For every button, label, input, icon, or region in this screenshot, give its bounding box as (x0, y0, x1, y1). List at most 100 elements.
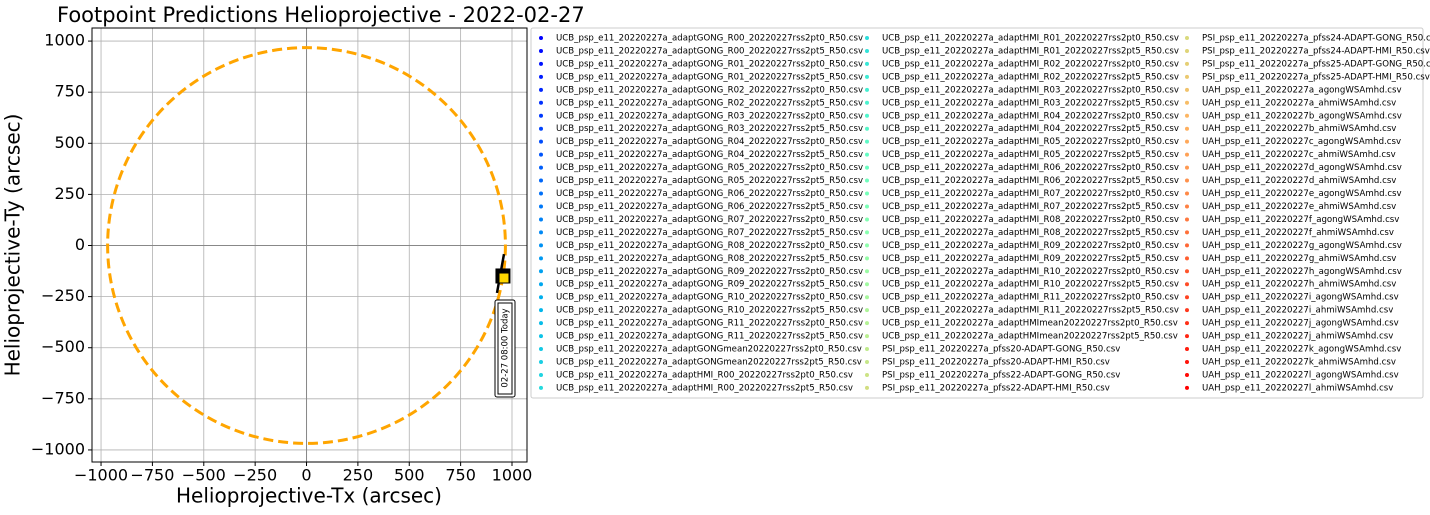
x-tick-label: 0 (301, 466, 311, 485)
legend-marker (865, 217, 869, 222)
legend-marker (539, 334, 543, 339)
legend-label: UAH_psp_e11_20220227h_agongWSAmhd.csv (1202, 267, 1402, 277)
legend-label: UCB_psp_e11_20220227a_adaptHMI_R10_20220… (882, 267, 1179, 277)
chart-title: Footpoint Predictions Helioprojective - … (57, 3, 585, 27)
legend-marker (539, 385, 543, 390)
legend-label: UCB_psp_e11_20220227a_adaptGONG_R09_2022… (556, 267, 863, 277)
legend-marker (1185, 269, 1189, 274)
legend-label: UAH_psp_e11_20220227l_ahmiWSAmhd.csv (1202, 383, 1393, 393)
legend-marker (1185, 74, 1189, 79)
legend-marker (1185, 360, 1189, 364)
legend-marker (539, 61, 543, 66)
legend-marker (865, 139, 869, 144)
legend-marker (865, 61, 869, 66)
legend-label: PSI_psp_e11_20220227a_pfss22-ADAPT-GONG_… (882, 370, 1120, 380)
x-tick-label: −750 (130, 466, 174, 485)
legend-marker (539, 372, 543, 377)
legend-marker (1185, 385, 1189, 390)
legend-marker (1185, 113, 1189, 118)
y-tick-label: −500 (41, 337, 85, 356)
legend-label: UAH_psp_e11_20220227i_agongWSAmhd.csv (1202, 293, 1399, 303)
legend-marker (865, 100, 869, 105)
legend-marker (1185, 165, 1189, 170)
legend-label: UCB_psp_e11_20220227a_adaptGONG_R01_2022… (556, 59, 863, 69)
legend-label: UCB_psp_e11_20220227a_adaptGONG_R05_2022… (556, 163, 863, 173)
legend-marker (539, 165, 543, 170)
legend-label: UAH_psp_e11_20220227a_agongWSAmhd.csv (1202, 85, 1402, 95)
legend-marker (865, 230, 869, 235)
legend-label: UAH_psp_e11_20220227i_ahmiWSAmhd.csv (1202, 306, 1393, 316)
legend-marker (865, 360, 869, 364)
legend-label: UCB_psp_e11_20220227a_adaptGONGmean20220… (556, 358, 862, 368)
legend-marker (865, 152, 869, 157)
legend-marker (865, 243, 869, 248)
legend-label: UCB_psp_e11_20220227a_adaptGONG_R10_2022… (556, 293, 863, 303)
y-tick-label: 250 (54, 184, 85, 203)
legend-label: UAH_psp_e11_20220227c_ahmiWSAmhd.csv (1202, 150, 1396, 160)
legend-label: UAH_psp_e11_20220227g_ahmiWSAmhd.csv (1202, 254, 1396, 264)
annotation-text: 02-27 08:00 Today (501, 308, 511, 387)
x-tick-label: 500 (394, 466, 425, 485)
legend-label: UCB_psp_e11_20220227a_adaptGONG_R07_2022… (556, 215, 863, 225)
legend-label: PSI_psp_e11_20220227a_pfss24-ADAPT-HMI_R… (1202, 46, 1430, 56)
legend-marker (539, 204, 543, 209)
legend-marker (865, 126, 869, 131)
legend-label: UCB_psp_e11_20220227a_adaptGONG_R06_2022… (556, 202, 863, 212)
legend-label: UCB_psp_e11_20220227a_adaptHMI_R04_20220… (882, 111, 1179, 121)
legend-marker (865, 334, 869, 339)
legend-label: UCB_psp_e11_20220227a_adaptGONG_R01_2022… (556, 72, 863, 82)
legend-marker (539, 36, 543, 40)
legend-marker (539, 87, 543, 92)
legend-label: UAH_psp_e11_20220227f_ahmiWSAmhd.csv (1202, 228, 1394, 238)
legend-marker (865, 36, 869, 40)
legend-marker (865, 308, 869, 313)
legend-label: UCB_psp_e11_20220227a_adaptGONG_R03_2022… (556, 124, 863, 134)
legend-label: UCB_psp_e11_20220227a_adaptGONGmean20220… (556, 345, 862, 355)
legend-marker (539, 113, 543, 118)
legend-label: UCB_psp_e11_20220227a_adaptGONG_R11_2022… (556, 319, 863, 329)
legend-label: UCB_psp_e11_20220227a_adaptHMImean202202… (882, 332, 1178, 342)
legend-label: PSI_psp_e11_20220227a_pfss25-ADAPT-HMI_R… (1202, 72, 1430, 82)
legend-label: UCB_psp_e11_20220227a_adaptGONG_R02_2022… (556, 85, 863, 95)
legend-marker (1185, 48, 1189, 53)
legend-label: PSI_psp_e11_20220227a_pfss22-ADAPT-HMI_R… (882, 383, 1110, 393)
legend-label: PSI_psp_e11_20220227a_pfss25-ADAPT-GONG_… (1202, 59, 1430, 69)
legend-label: UCB_psp_e11_20220227a_adaptGONG_R09_2022… (556, 280, 863, 290)
legend-marker (865, 87, 869, 92)
legend-marker (865, 256, 869, 261)
legend-label: UCB_psp_e11_20220227a_adaptHMI_R02_20220… (882, 59, 1179, 69)
legend-marker (539, 139, 543, 144)
legend-label: UAH_psp_e11_20220227k_agongWSAmhd.csv (1202, 345, 1401, 355)
legend-marker (1185, 243, 1189, 248)
legend-label: UCB_psp_e11_20220227a_adaptHMI_R03_20220… (882, 98, 1179, 108)
legend-marker (865, 282, 869, 287)
legend-label: UCB_psp_e11_20220227a_adaptHMI_R11_20220… (882, 293, 1179, 303)
legend-marker (539, 347, 543, 352)
legend-marker (1185, 256, 1189, 261)
legend-marker (539, 152, 543, 157)
legend-label: UCB_psp_e11_20220227a_adaptHMImean202202… (882, 319, 1178, 329)
legend-marker (1185, 217, 1189, 222)
y-tick-label: 500 (54, 133, 85, 152)
legend-label: UAH_psp_e11_20220227j_ahmiWSAmhd.csv (1202, 332, 1393, 342)
x-tick-label: 1000 (492, 466, 533, 485)
legend-marker (539, 217, 543, 222)
legend-marker (539, 321, 543, 326)
legend-marker (865, 372, 869, 377)
y-tick-label: 1000 (44, 31, 85, 50)
legend-marker (865, 321, 869, 326)
legend-marker (1185, 152, 1189, 157)
legend-marker (1185, 61, 1189, 66)
legend-marker (539, 100, 543, 105)
legend-label: UCB_psp_e11_20220227a_adaptGONG_R08_2022… (556, 241, 863, 251)
legend-label: UAH_psp_e11_20220227f_agongWSAmhd.csv (1202, 215, 1399, 225)
legend-marker (1185, 139, 1189, 144)
legend-label: UAH_psp_e11_20220227b_ahmiWSAmhd.csv (1202, 124, 1396, 134)
x-tick-label: 750 (445, 466, 476, 485)
y-tick-label: 0 (75, 235, 85, 254)
legend-marker (1185, 204, 1189, 209)
legend-marker (539, 308, 543, 313)
legend-marker (1185, 308, 1189, 313)
footpoint (498, 272, 510, 284)
plot-frame (91, 27, 528, 463)
